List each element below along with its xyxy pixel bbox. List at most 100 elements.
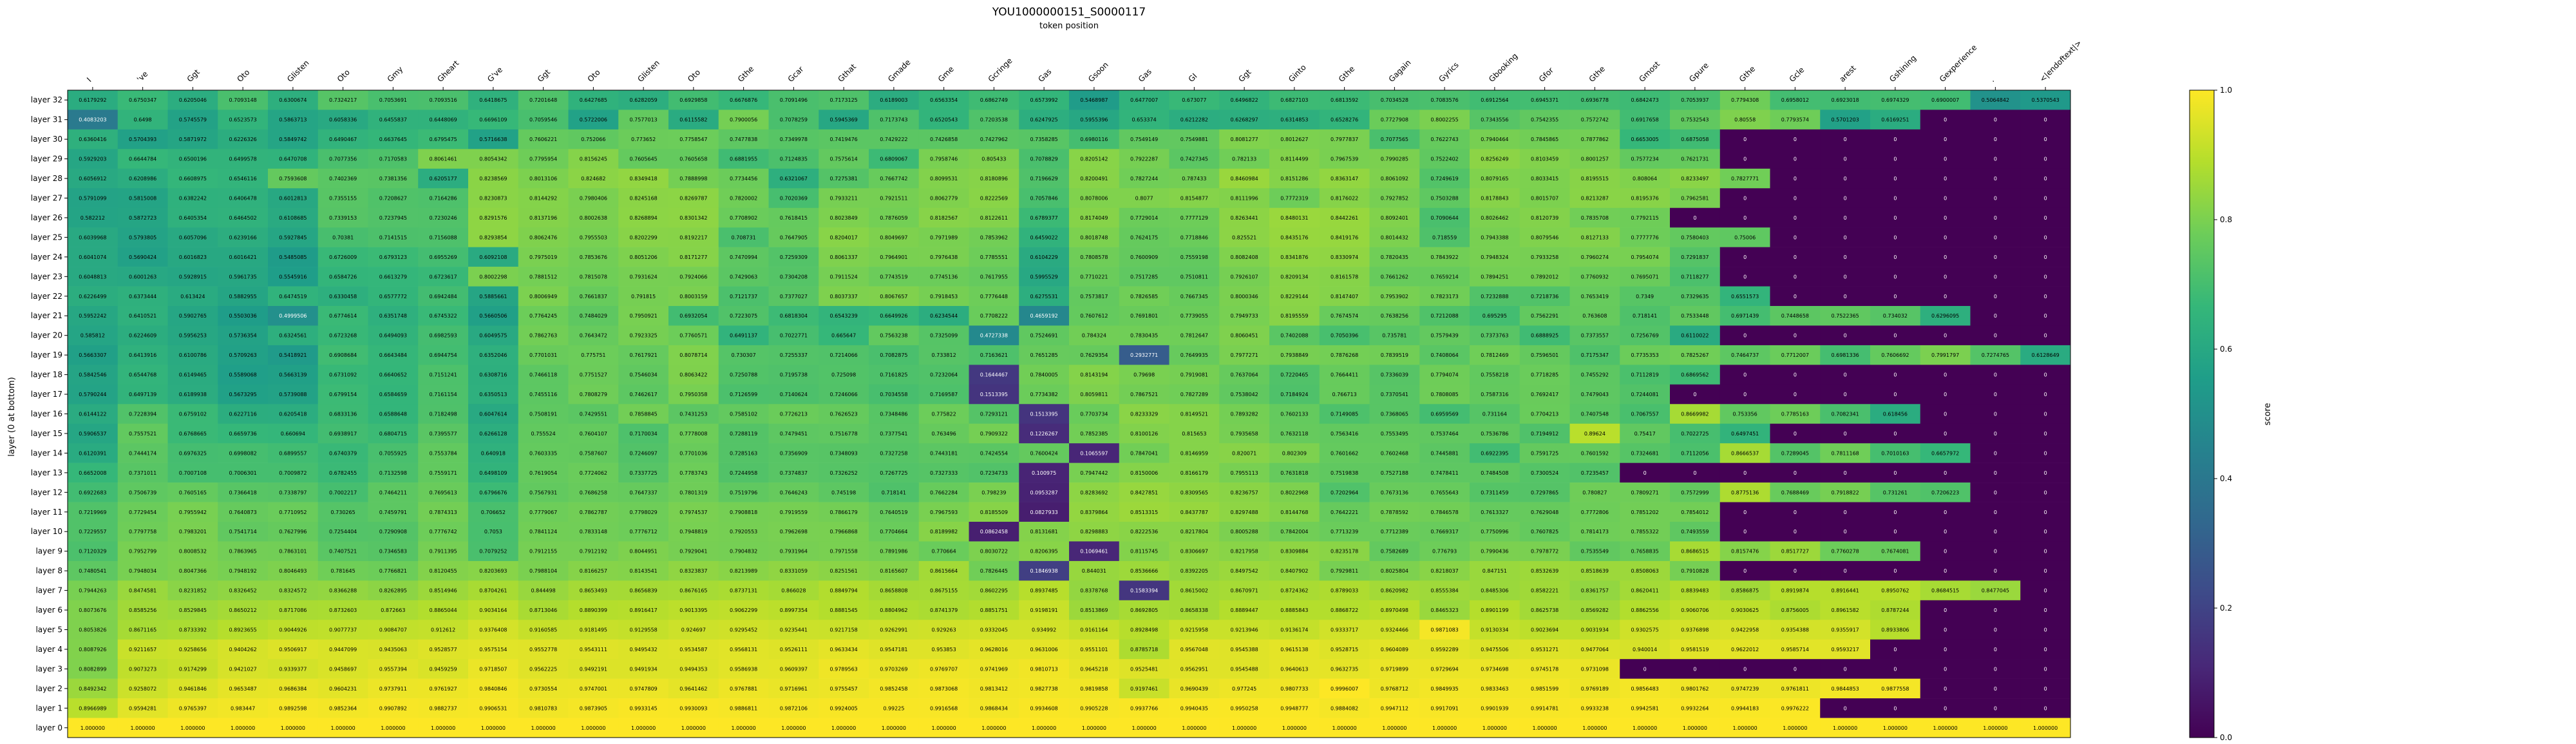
heatmap-cell xyxy=(568,345,619,365)
cell-value-label: 0.8100126 xyxy=(1130,431,1158,437)
y-tick-label: layer 8 xyxy=(35,566,62,575)
cell-value-label: 0.6169251 xyxy=(1881,117,1909,123)
cell-value-label: 0.7640873 xyxy=(229,510,256,515)
heatmap-cell xyxy=(568,404,619,424)
cell-value-label: 0.7358285 xyxy=(1030,137,1057,142)
cell-value-label: 0.7289045 xyxy=(1781,450,1809,456)
cell-value-label: 0.6796676 xyxy=(479,490,507,495)
cell-value-label: 0.6499578 xyxy=(229,157,256,162)
cell-value-label: 0 xyxy=(2044,117,2047,123)
cell-value-label: 0.6723617 xyxy=(429,274,457,280)
cell-value-label: 0.7952799 xyxy=(129,549,156,555)
x-tick-label: Gsoon xyxy=(1086,60,1110,84)
cell-value-label: 0 xyxy=(1994,510,1997,515)
cell-value-label: 0.9840846 xyxy=(479,686,507,692)
heatmap-cell xyxy=(1569,110,1620,130)
heatmap-cell xyxy=(418,207,469,228)
cell-value-label: 0.731164 xyxy=(1482,412,1507,417)
cell-value-label: 0 xyxy=(1944,196,1947,202)
x-tick-label: Gthe xyxy=(1337,64,1356,84)
cell-value-label: 0.9181495 xyxy=(580,627,607,633)
cell-value-label: 0.7701036 xyxy=(679,450,707,456)
cell-value-label: 0 xyxy=(1794,234,1797,240)
cell-value-label: 0.6653005 xyxy=(1631,137,1658,142)
cell-value-label: 0.6862749 xyxy=(980,97,1008,103)
heatmap-cell xyxy=(1169,129,1220,149)
heatmap-cell xyxy=(1670,267,1721,287)
heatmap-cell xyxy=(1670,149,1721,169)
cell-value-label: 0.7948034 xyxy=(129,568,156,574)
cell-value-label: 0.7229557 xyxy=(79,529,106,535)
y-tick-label: layer 22 xyxy=(31,292,62,301)
cell-value-label: 0.7801319 xyxy=(679,490,707,495)
cell-value-label: 0.6588648 xyxy=(379,412,407,417)
cell-value-label: 0.9567048 xyxy=(1180,647,1208,653)
cell-value-label: 0.7958746 xyxy=(930,157,958,162)
cell-value-label: 0.808064 xyxy=(1633,176,1657,182)
cell-value-label: 0.6205177 xyxy=(429,176,457,182)
cell-value-label: 0 xyxy=(1994,254,1997,260)
heatmap-cell xyxy=(1219,149,1270,169)
heatmap-cell xyxy=(1770,286,1821,307)
cell-value-label: 0.6899557 xyxy=(279,450,307,456)
y-tick-label: layer 29 xyxy=(31,155,62,164)
heatmap-cell xyxy=(718,306,769,326)
cell-value-label: 0.7173743 xyxy=(880,117,907,123)
heatmap-cell xyxy=(618,110,669,130)
cell-value-label: 0.7324681 xyxy=(1631,450,1658,456)
cell-value-label: 0.75417 xyxy=(1634,431,1656,437)
cell-value-label: 0.6942484 xyxy=(429,294,457,300)
y-tick-label: layer 14 xyxy=(31,448,62,457)
cell-value-label: 0.8063422 xyxy=(679,372,707,378)
cell-value-label: 0.6477007 xyxy=(1130,97,1158,103)
heatmap-cell xyxy=(1319,365,1370,385)
cell-value-label: 0.8236757 xyxy=(1230,490,1258,495)
cell-value-label: 0.940014 xyxy=(1633,647,1657,653)
cell-value-label: 0 xyxy=(1743,392,1747,397)
cell-value-label: 0.7976438 xyxy=(930,254,958,260)
cell-value-label: 1.000000 xyxy=(1032,725,1056,731)
cell-value-label: 0 xyxy=(1994,294,1997,300)
cell-value-label: 0.6584726 xyxy=(329,274,357,280)
cell-value-label: 0.8156245 xyxy=(580,157,607,162)
heatmap-cell xyxy=(1419,188,1470,209)
heatmap-cell xyxy=(1319,247,1370,267)
cell-value-label: 0.8366288 xyxy=(329,588,357,594)
heatmap-cell xyxy=(1419,227,1470,247)
cell-value-label: 0 xyxy=(1944,254,1947,260)
x-tick-label: Gthe xyxy=(1738,64,1757,84)
heatmap-cell xyxy=(1369,207,1420,228)
heatmap-cell xyxy=(718,325,769,346)
heatmap-cell xyxy=(1470,247,1520,267)
cell-value-label: 0.9856483 xyxy=(1631,686,1658,692)
cell-value-label: 0.7336039 xyxy=(1381,372,1408,378)
cell-value-label: 0.7855322 xyxy=(1631,529,1658,535)
cell-value-label: 1.000000 xyxy=(1883,725,1908,731)
cell-value-label: 0.6804715 xyxy=(379,431,407,437)
cell-value-label: 0.7541714 xyxy=(229,529,256,535)
cell-value-label: 0.5956253 xyxy=(179,333,207,339)
cell-value-label: 0.8026462 xyxy=(1481,215,1508,221)
heatmap-cell xyxy=(768,90,819,110)
cell-value-label: 0.9934608 xyxy=(1030,705,1057,711)
cell-value-label: 0.5906537 xyxy=(79,431,106,437)
heatmap-cell xyxy=(768,365,819,385)
cell-value-label: 0.9492191 xyxy=(580,666,607,672)
heatmap-cell xyxy=(1519,227,1570,247)
cell-value-label: 0.7674574 xyxy=(1331,313,1358,319)
heatmap-cell xyxy=(317,365,368,385)
heatmap-cell xyxy=(1770,207,1821,228)
cell-value-label: 1.000000 xyxy=(681,725,706,731)
cell-value-label: 0.8653493 xyxy=(580,588,607,594)
heatmap-cell xyxy=(268,207,319,228)
cell-value-label: 0.7254404 xyxy=(329,529,357,535)
cell-value-label: 0.7955503 xyxy=(580,234,607,240)
cell-value-label: 0.8149521 xyxy=(1180,412,1208,417)
cell-value-label: 0.6239166 xyxy=(229,234,256,240)
cell-value-label: 0.7022725 xyxy=(1681,431,1709,437)
y-tick-label: layer 9 xyxy=(35,547,62,556)
heatmap-cell xyxy=(918,247,969,267)
heatmap-cell xyxy=(869,286,920,307)
cell-value-label: 0 xyxy=(1994,234,1997,240)
cell-value-label: 0.8077 xyxy=(1135,196,1153,202)
